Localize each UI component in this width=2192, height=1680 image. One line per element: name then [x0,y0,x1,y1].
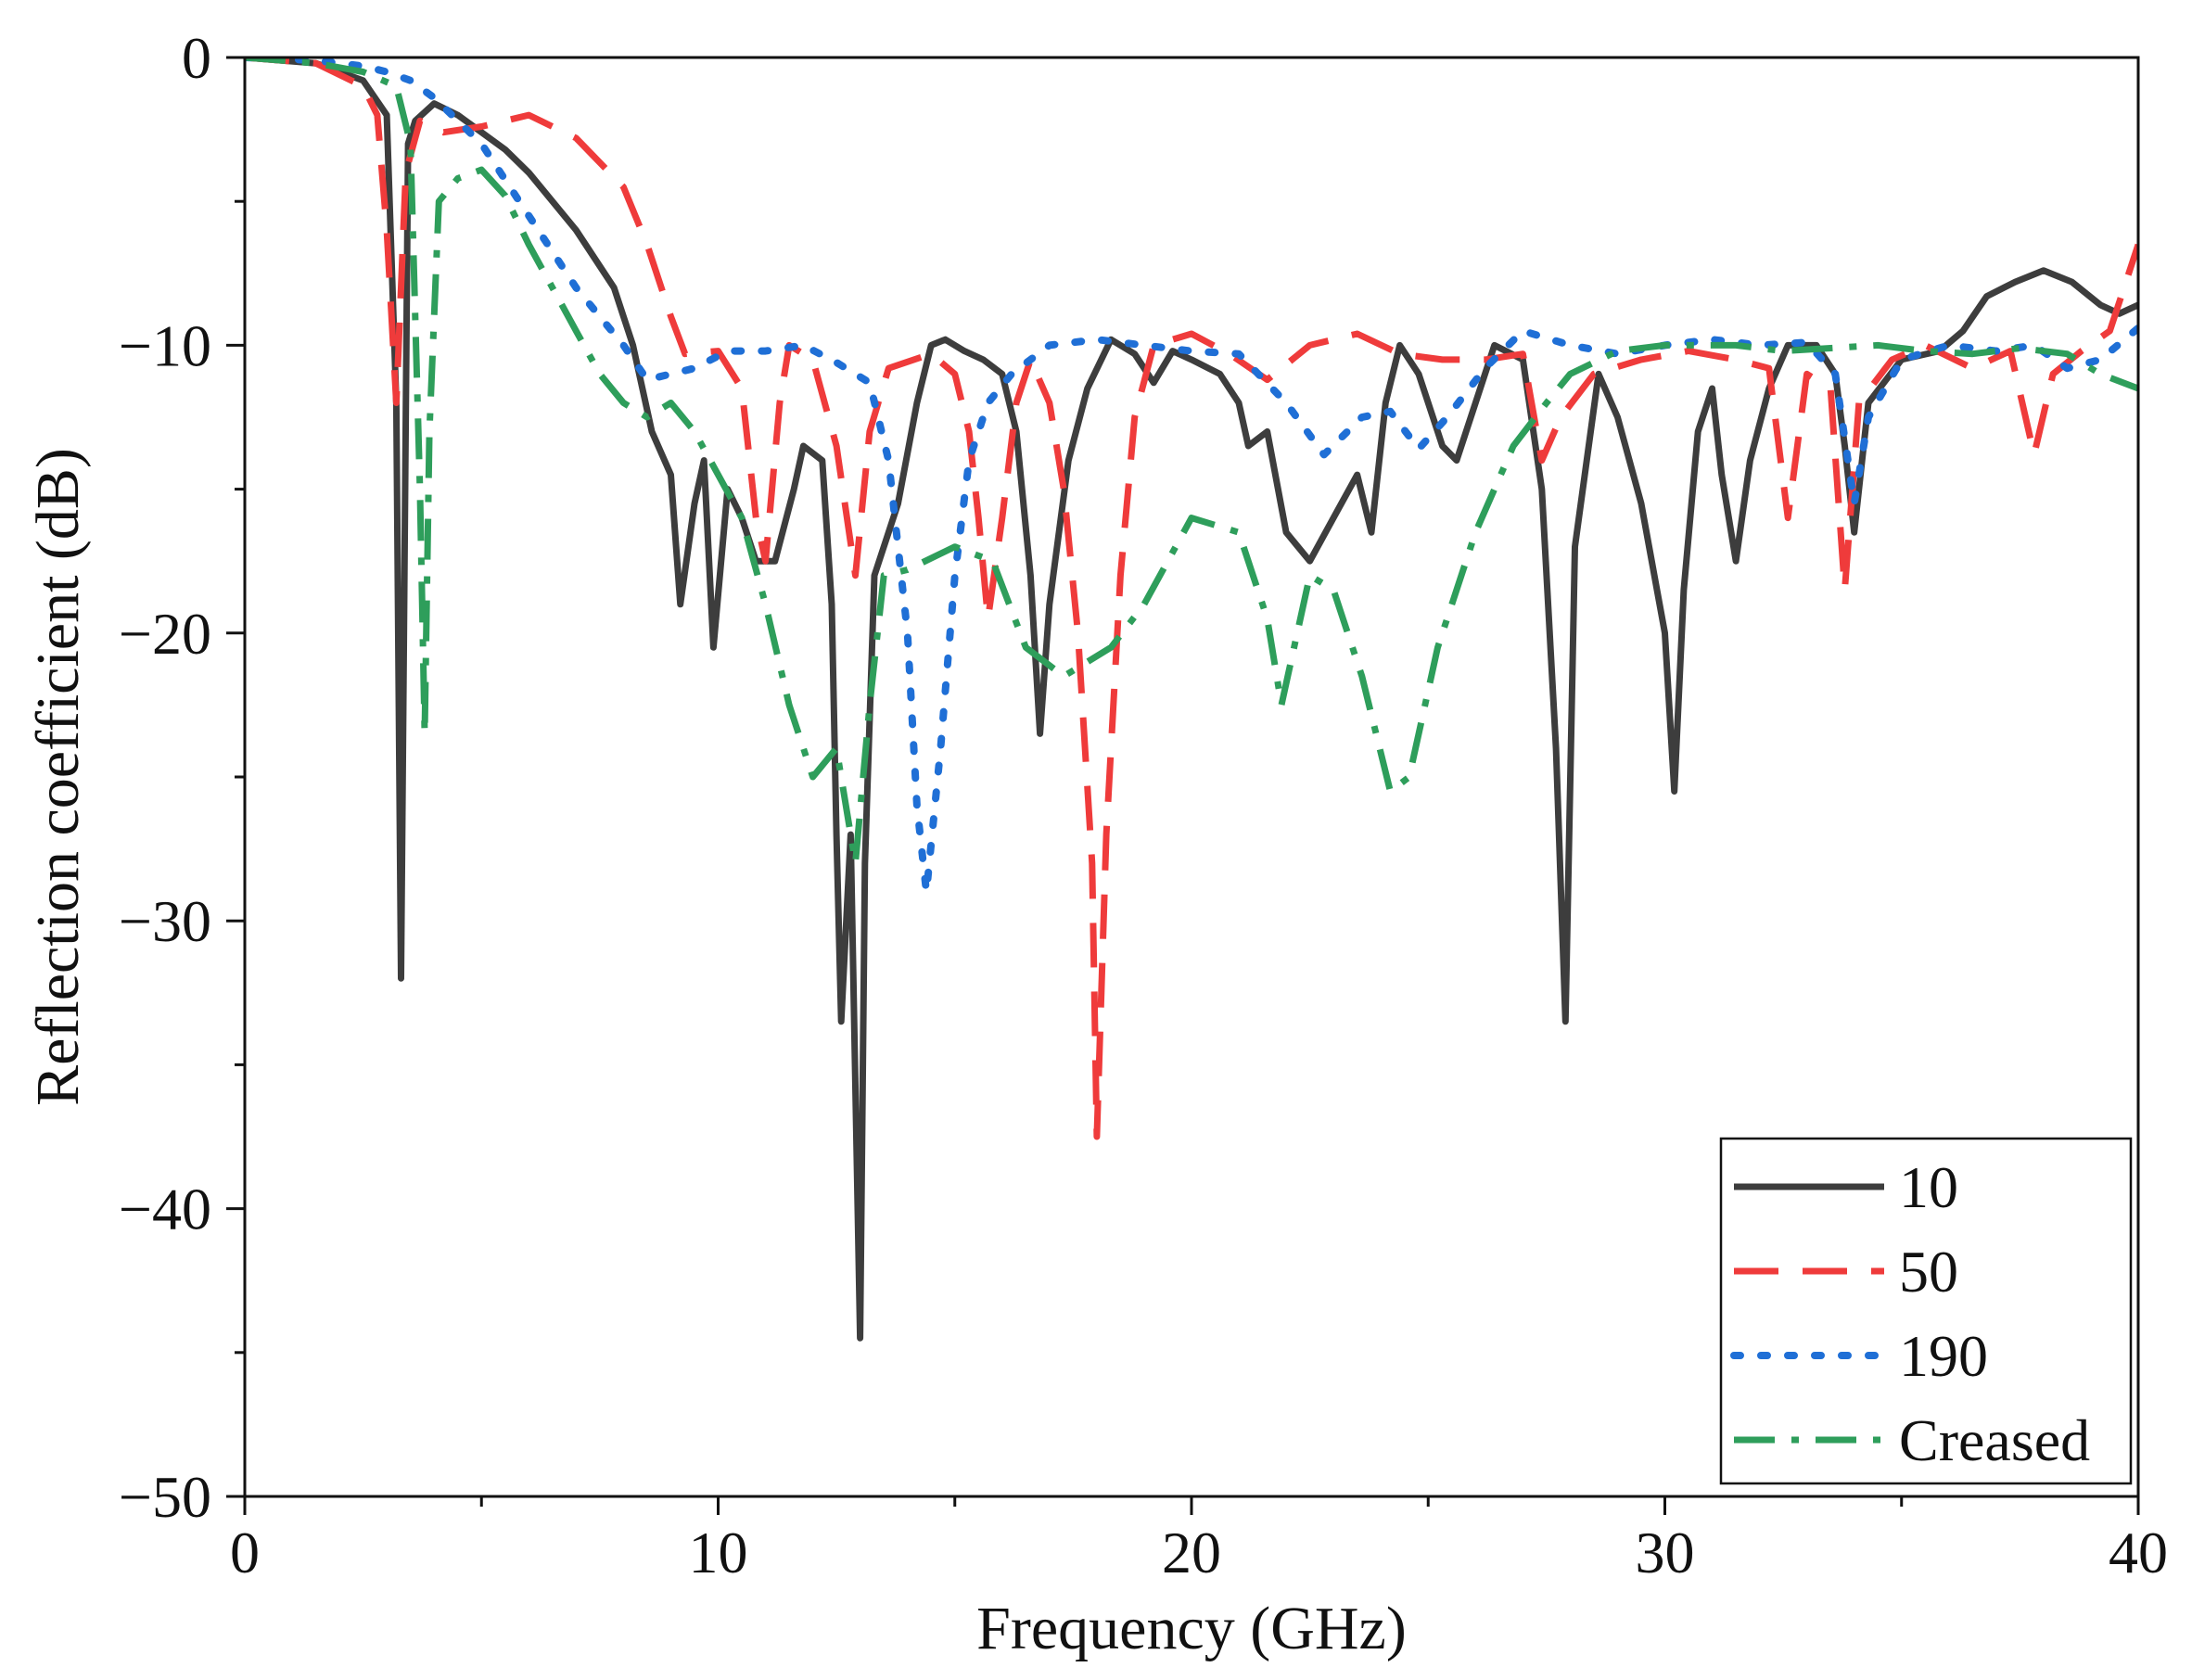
y-tick-label: −20 [119,601,211,667]
x-axis-title: Frequency (GHz) [976,1595,1407,1662]
x-tick-label: 10 [689,1520,748,1585]
legend: 10 50 190 Creased [1719,1137,2133,1485]
series-line-50 [245,57,2138,1140]
legend-box [1719,1137,2133,1485]
y-tick-label: −40 [119,1177,211,1242]
x-tick-label: 0 [230,1520,260,1585]
y-tick-label: −30 [119,888,211,954]
series-line-190 [245,57,2138,897]
y-axis-title: Reflection coefficient (dB) [24,448,92,1106]
legend-label-190: 190 [1899,1323,1988,1389]
y-tick-label: −10 [119,312,211,378]
legend-label-creased: Creased [1899,1407,2090,1473]
x-tick-label: 20 [1162,1520,1221,1585]
legend-label-10: 10 [1899,1154,1958,1220]
y-tick-label: 0 [182,25,211,91]
legend-label-50: 50 [1899,1239,1958,1305]
y-tick-label: −50 [119,1464,211,1530]
x-tick-label: 30 [1636,1520,1695,1585]
series-line-10 [245,57,2138,1342]
x-tick-label: 40 [2109,1520,2168,1585]
series-line-creased [245,57,2138,867]
